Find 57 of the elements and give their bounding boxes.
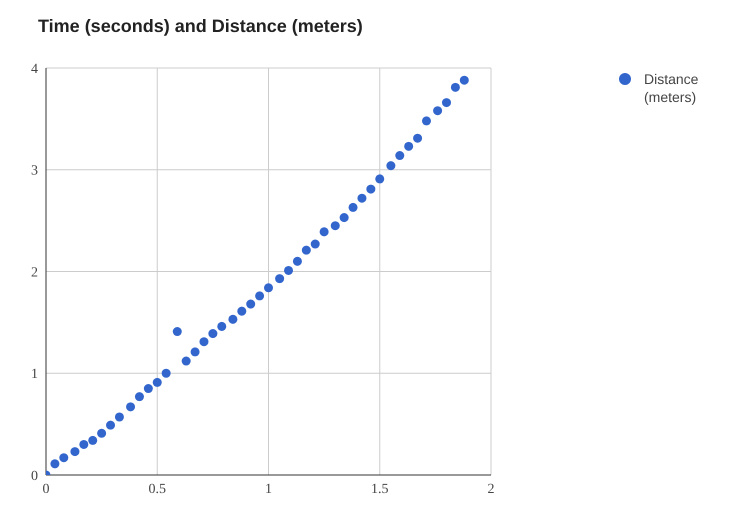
point — [330, 221, 340, 230]
point — [228, 314, 238, 324]
x-tick-label: 1.5 — [371, 482, 388, 497]
point — [275, 274, 284, 284]
point — [310, 240, 320, 249]
y-tick-label: 2 — [31, 265, 38, 280]
point — [182, 356, 191, 366]
point — [246, 300, 256, 309]
point — [348, 202, 358, 212]
legend-label: Distance (meters) — [644, 70, 700, 106]
y-tick-label: 4 — [31, 62, 38, 77]
point — [292, 256, 302, 266]
point — [126, 402, 136, 412]
point — [199, 337, 208, 346]
point — [208, 329, 218, 338]
point — [255, 291, 264, 300]
point — [50, 459, 60, 468]
point — [237, 306, 246, 316]
x-tick-label: 1 — [265, 482, 272, 497]
point — [386, 161, 396, 170]
point — [88, 436, 98, 445]
point — [450, 82, 460, 92]
point — [284, 266, 294, 275]
y-tick-label: 3 — [31, 164, 38, 179]
point — [320, 227, 329, 236]
y-tick-label: 1 — [31, 367, 38, 382]
x-tick-label: 0 — [42, 482, 50, 497]
point — [172, 327, 182, 336]
point — [114, 412, 124, 422]
point — [340, 213, 349, 222]
point — [422, 116, 431, 126]
point — [152, 378, 162, 387]
chart-title: Time (seconds) and Distance (meters) — [38, 16, 363, 37]
point — [413, 134, 422, 143]
point — [357, 194, 366, 203]
point — [217, 322, 226, 331]
point — [144, 384, 153, 394]
point — [375, 174, 384, 184]
point — [404, 142, 414, 151]
point — [442, 98, 452, 108]
point — [190, 347, 200, 356]
point — [79, 440, 88, 449]
point — [70, 447, 80, 456]
x-tick-label: 0.5 — [148, 482, 166, 497]
point — [59, 453, 68, 462]
point — [302, 246, 311, 255]
x-tick-label: 2 — [488, 482, 494, 497]
point — [395, 151, 404, 160]
point — [97, 428, 106, 438]
point — [106, 420, 116, 430]
point — [264, 283, 274, 292]
point — [162, 368, 171, 378]
point — [366, 184, 376, 194]
point — [433, 106, 442, 116]
y-tick-label: 0 — [31, 468, 38, 484]
point — [460, 76, 469, 85]
point — [134, 392, 144, 402]
